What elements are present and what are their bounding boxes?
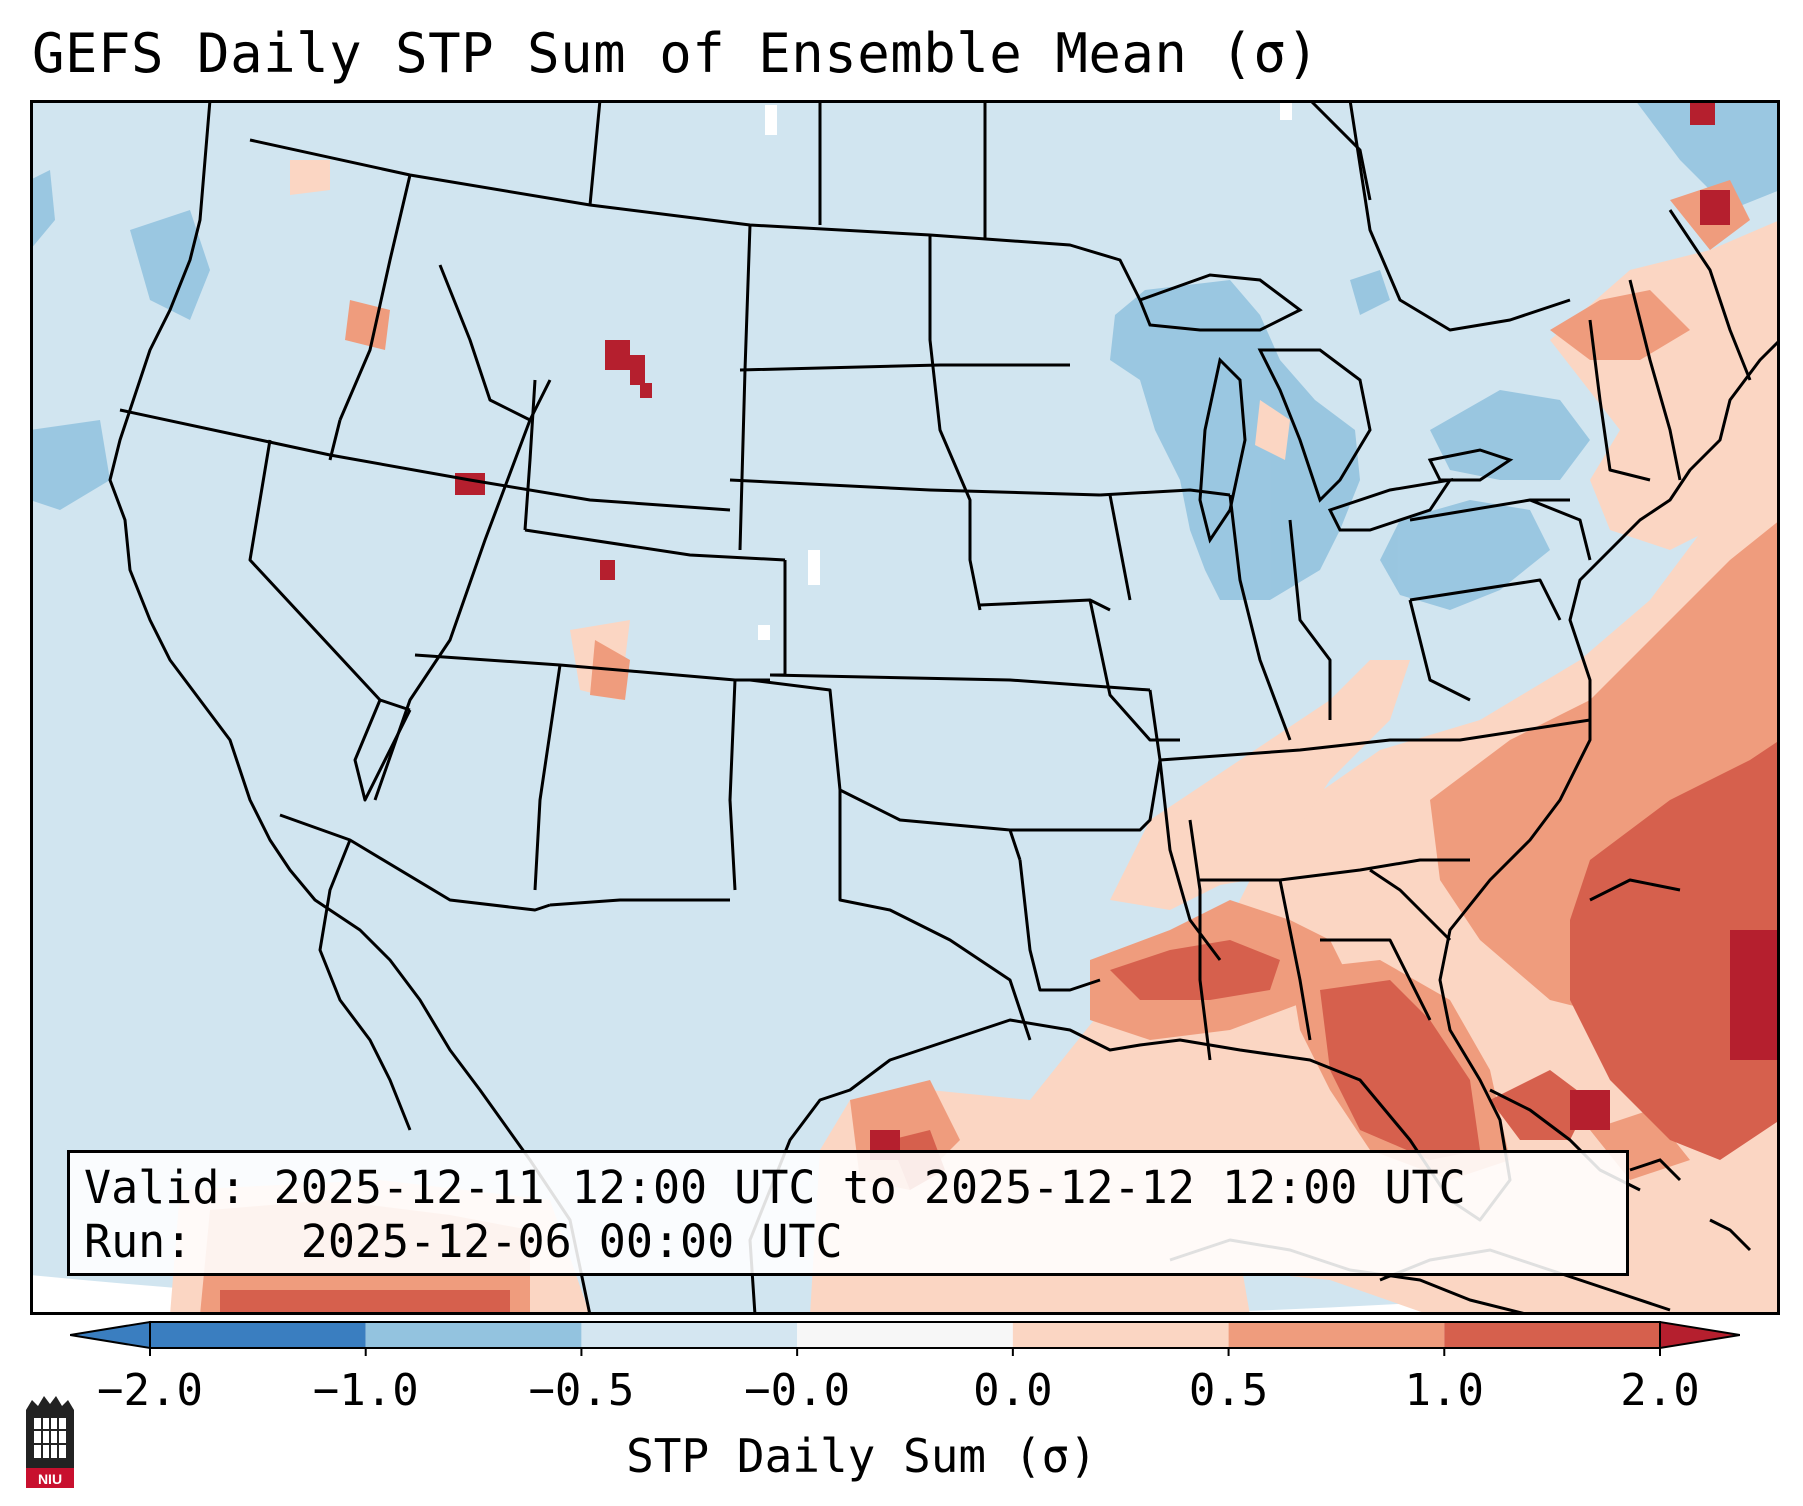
state-borders — [119, 100, 1752, 1061]
map-frame — [30, 100, 1780, 1315]
colorbar-tick-label: 1.0 — [1404, 1365, 1485, 1416]
colorbar-outline — [149, 1321, 1661, 1349]
colorbar-segment — [1444, 1322, 1660, 1348]
logo-text: NIU — [38, 1471, 62, 1487]
extreme-positive-patches — [455, 100, 1780, 1160]
run-value: 2025-12-06 00:00 UTC — [300, 1215, 843, 1268]
run-row: Run: 2025-12-06 00:00 UTC — [84, 1215, 1612, 1269]
colorbar-segment — [581, 1322, 798, 1348]
colorbar-segment — [1012, 1322, 1229, 1348]
run-label: Run: — [84, 1215, 193, 1268]
colorbar-overflow-arrow — [1659, 1320, 1740, 1350]
colorbar-label: STP Daily Sum (σ) — [626, 1429, 1097, 1483]
coastlines — [108, 100, 1780, 1315]
colorbar-segment — [1228, 1322, 1445, 1348]
no-data-cells — [758, 100, 1292, 640]
negative-anomaly-patches — [30, 100, 1780, 610]
map-border — [30, 100, 1780, 1315]
colorbar-tick-label: 0.5 — [1188, 1365, 1269, 1416]
great-lakes — [1138, 273, 1514, 544]
colorbar-tick-label: −0.0 — [744, 1365, 851, 1416]
valid-row: Valid: 2025-12-11 12:00 UTC to 2025-12-1… — [84, 1161, 1612, 1215]
colorbar-tick-label: 0.0 — [973, 1365, 1053, 1416]
valid-time-box: Valid: 2025-12-11 12:00 UTC to 2025-12-1… — [67, 1150, 1629, 1276]
colorbar-segment — [365, 1322, 582, 1348]
colorbar-label-wrap: STP Daily Sum (σ) — [0, 1428, 1803, 1484]
chart-title: GEFS Daily STP Sum of Ensemble Mean (σ) — [32, 22, 1320, 85]
colorbar — [70, 1320, 1740, 1356]
colorbar-tick-label: −2.0 — [97, 1365, 203, 1416]
valid-label: Valid: — [84, 1161, 247, 1214]
valid-value: 2025-12-11 12:00 UTC to 2025-12-12 12:00… — [273, 1161, 1466, 1214]
niu-logo-icon: NIU — [26, 1396, 74, 1488]
colorbar-tick-label: 2.0 — [1620, 1365, 1700, 1416]
colorbar-tick-label: −0.5 — [528, 1365, 635, 1416]
colorbar-underflow-arrow — [70, 1320, 151, 1350]
colorbar-segment — [150, 1322, 366, 1348]
colorbar-segment — [797, 1322, 1013, 1348]
strong-positive-patches — [220, 740, 1780, 1315]
colorbar-tick-label: −1.0 — [312, 1365, 419, 1416]
